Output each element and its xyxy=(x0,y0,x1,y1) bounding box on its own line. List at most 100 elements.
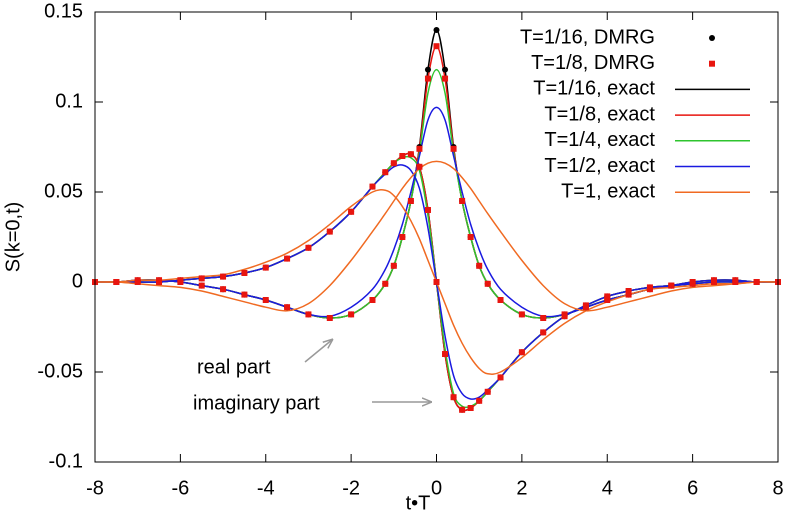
legend-label: T=1/16, DMRG xyxy=(520,26,655,48)
x-tick-label: -4 xyxy=(257,477,275,499)
point xyxy=(305,244,312,251)
point xyxy=(177,277,184,284)
point xyxy=(284,255,291,262)
point xyxy=(134,279,141,285)
point xyxy=(561,313,568,320)
point xyxy=(442,75,449,82)
point xyxy=(262,264,269,271)
point xyxy=(433,43,440,50)
legend-label: T=1, exact xyxy=(561,180,655,202)
x-tick-label: 4 xyxy=(602,477,613,499)
x-tick-label: -8 xyxy=(86,477,104,499)
point xyxy=(156,279,163,285)
point xyxy=(689,280,696,287)
point xyxy=(604,293,611,300)
legend-label: T=1/8, DMRG xyxy=(531,52,655,74)
point xyxy=(262,297,269,303)
point xyxy=(753,279,760,285)
y-tick-label: -0.05 xyxy=(37,360,83,382)
point xyxy=(369,183,376,190)
line xyxy=(94,160,779,312)
point xyxy=(497,297,504,303)
y-tick-label: -0.1 xyxy=(49,450,83,472)
point xyxy=(582,302,589,309)
point xyxy=(497,374,504,381)
legend-label: T=1/8, exact xyxy=(544,103,655,125)
point xyxy=(382,280,389,287)
x-tick-label: 0 xyxy=(431,477,442,499)
point xyxy=(476,262,483,269)
point xyxy=(399,153,406,159)
point xyxy=(113,279,120,285)
point xyxy=(348,208,355,215)
point xyxy=(459,198,466,204)
point xyxy=(399,234,406,240)
point xyxy=(198,282,205,289)
line xyxy=(94,29,779,319)
point xyxy=(484,388,491,395)
point xyxy=(416,163,423,170)
point xyxy=(198,275,205,282)
point xyxy=(646,284,653,291)
point xyxy=(416,145,423,152)
y-tick-label: 0.1 xyxy=(55,90,83,112)
point xyxy=(348,311,355,318)
x-tick-label: -2 xyxy=(342,477,360,499)
point xyxy=(407,198,414,204)
point xyxy=(668,282,675,289)
y-axis-label: S(k=0,t) xyxy=(2,202,24,273)
x-tick-label: -6 xyxy=(171,477,189,499)
y-tick-label: 0.15 xyxy=(44,0,83,22)
point xyxy=(467,234,474,240)
point xyxy=(424,66,431,73)
x-tick-label: 6 xyxy=(687,477,698,499)
point xyxy=(625,291,632,298)
x-tick-label: 8 xyxy=(772,477,783,499)
point xyxy=(467,405,474,411)
point xyxy=(326,228,333,235)
legend-swatch xyxy=(709,35,715,41)
point xyxy=(450,394,457,401)
point xyxy=(710,279,717,285)
point xyxy=(442,66,449,73)
annotation-arrow xyxy=(304,339,333,363)
point xyxy=(604,297,611,303)
point xyxy=(518,349,525,356)
point xyxy=(540,329,547,336)
point xyxy=(369,297,376,303)
point xyxy=(284,304,291,311)
point xyxy=(625,288,632,294)
point xyxy=(450,145,457,152)
legend-label: T=1/2, exact xyxy=(544,155,655,177)
point xyxy=(407,151,414,158)
plot-frame xyxy=(94,11,779,463)
legend-swatch xyxy=(709,60,715,67)
point xyxy=(241,291,248,298)
x-axis-label: t•T xyxy=(406,492,431,514)
point xyxy=(424,207,431,213)
point xyxy=(220,286,227,293)
point xyxy=(326,315,333,321)
point xyxy=(390,262,397,269)
point xyxy=(476,397,483,404)
y-tick-label: 0.05 xyxy=(44,180,83,202)
y-tick-label: 0 xyxy=(72,270,83,292)
legend-label: T=1/16, exact xyxy=(533,78,655,100)
point xyxy=(424,75,431,82)
point xyxy=(540,315,547,321)
point xyxy=(241,270,248,276)
point xyxy=(442,351,449,357)
x-tick-label: 2 xyxy=(516,477,527,499)
point xyxy=(518,311,525,318)
point xyxy=(433,27,440,33)
point xyxy=(390,160,397,167)
point xyxy=(305,311,312,318)
point xyxy=(732,279,739,285)
annotation: imaginary part xyxy=(193,392,320,414)
annotation: real part xyxy=(197,356,271,378)
point xyxy=(459,406,466,413)
point xyxy=(220,273,227,280)
point xyxy=(484,280,491,287)
